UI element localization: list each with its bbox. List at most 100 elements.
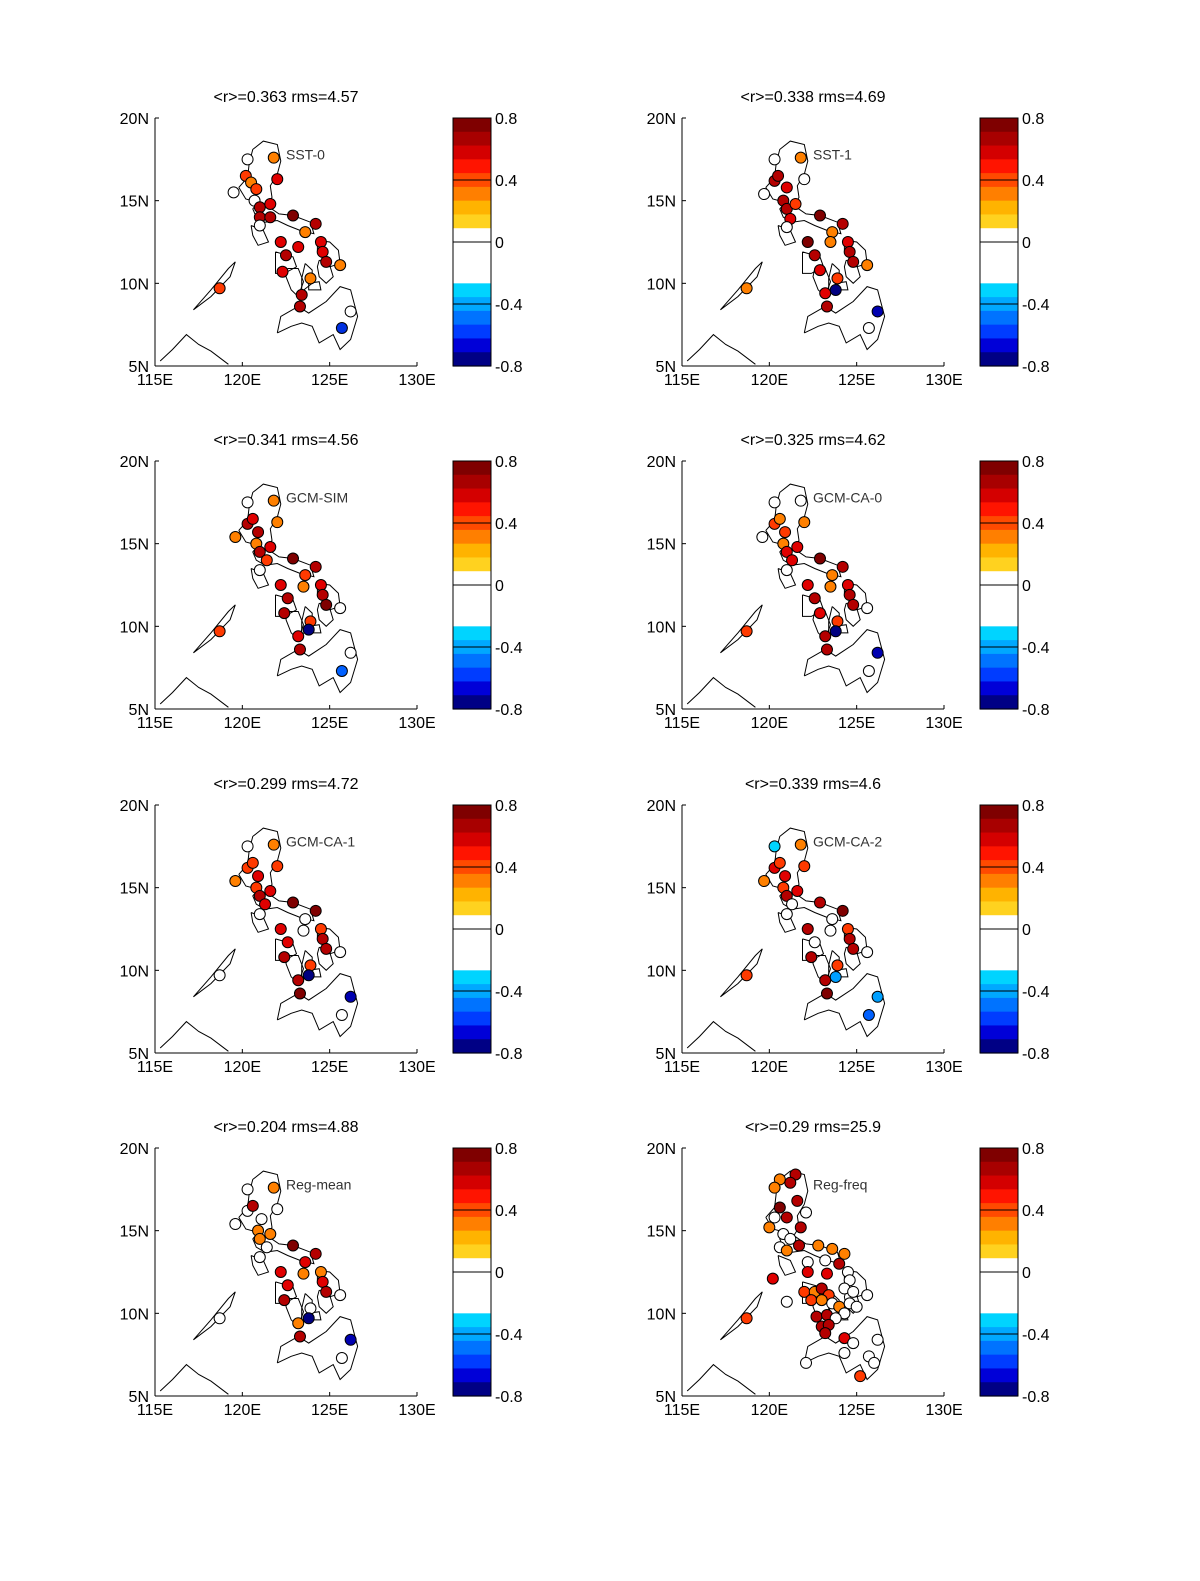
station-marker [758,188,771,201]
y-tick-label: 15N [120,537,149,554]
colorbar-tick-label: 0.4 [495,860,517,877]
colorbar-swatch [980,228,1018,243]
y-tick-label: 20N [647,111,676,128]
station-marker [831,615,844,628]
colorbar: 0.8 0.4 0 -0.4 -0.8 [979,111,1050,376]
station-marker [295,288,308,301]
station-marker [779,526,792,539]
y-tick-label: 5N [129,1046,149,1063]
station-marker [281,1279,294,1292]
colorbar: 0.8 0.4 0 -0.4 -0.8 [452,454,523,719]
station-marker [253,219,266,232]
colorbar-swatch [453,873,491,889]
colorbar-swatch [980,942,1018,958]
colorbar-swatch [453,1216,491,1232]
colorbar-swatch [980,488,1018,503]
station-marker [267,838,280,851]
coastline-palawan [720,948,763,998]
colorbar-tick-label: 0.8 [495,454,517,471]
station-marker [253,545,266,558]
colorbar-swatch [980,1230,1018,1246]
station-marker [274,1266,287,1278]
station-marker [271,860,284,873]
x-tick-label: 130E [925,372,962,389]
colorbar-tick-label: -0.8 [1022,1389,1050,1406]
colorbar: 0.8 0.4 0 -0.4 -0.8 [979,798,1050,1063]
station-marker [794,1221,807,1234]
station-marker [314,236,327,248]
x-tick-label: 120E [751,1059,788,1076]
station-marker [320,942,333,955]
panel-title: <r>=0.363 rms=4.57 [214,89,359,106]
station-marker [772,169,785,182]
colorbar-swatch [980,695,1018,710]
station-marker [280,249,292,262]
colorbar-swatch [453,242,491,257]
colorbar-tick-label: -0.8 [1022,702,1050,719]
station-marker [229,531,242,544]
colorbar-swatch [980,612,1018,627]
station-marker [819,1254,832,1267]
colorbar-swatch [980,214,1018,229]
station-marker [297,924,310,937]
station-marker [227,186,240,199]
colorbar-swatch [453,324,491,340]
colorbar-swatch [980,1258,1018,1273]
colorbar-swatch [980,283,1018,298]
coastline-mindoro [777,1255,797,1276]
y-tick-label: 20N [647,1141,676,1158]
colorbar-swatch [453,338,491,353]
y-tick-label: 20N [647,798,676,815]
colorbar-tick-label: -0.8 [495,702,523,719]
coastline-palawan [720,261,763,311]
station-marker [810,1310,823,1323]
station-marker [820,987,833,1000]
station-marker [309,560,322,573]
y-tick-label: 20N [120,1141,149,1158]
station-marker [824,924,837,937]
colorbar-tick-label: 0.8 [495,1141,517,1158]
colorbar: 0.8 0.4 0 -0.4 -0.8 [452,111,523,376]
station-marker [241,840,254,853]
colorbar-swatch [453,159,491,174]
colorbar-swatch [453,118,491,133]
model-label: SST-1 [813,146,852,162]
colorbar-swatch [453,352,491,367]
colorbar-tick-label: 0 [1022,1265,1031,1282]
station-marker [271,173,284,186]
colorbar-tick-label: 0 [495,578,504,595]
model-label: GCM-CA-0 [813,489,882,505]
colorbar-swatch [453,186,491,202]
station-marker [278,951,291,964]
station-marker [278,607,291,620]
y-tick-label: 15N [647,881,676,898]
colorbar-swatch [980,1368,1018,1383]
colorbar-swatch [453,1313,491,1328]
colorbar-swatch [453,269,491,284]
colorbar-swatch [453,956,491,971]
x-tick-label: 130E [925,1059,962,1076]
station-marker [791,540,804,553]
coastline-borneo [686,676,756,708]
station-marker [793,1239,806,1252]
station-marker [246,856,259,869]
colorbar-swatch [453,1230,491,1246]
station-marker [791,1194,804,1207]
station-marker [861,946,874,959]
station-marker [299,1256,312,1269]
station-marker [213,969,226,982]
station-marker [841,236,854,248]
station-marker [213,625,226,638]
colorbar-swatch [453,461,491,476]
colorbar-swatch [453,681,491,696]
colorbar-swatch [980,338,1018,353]
colorbar-swatch [453,695,491,710]
colorbar-tick-label: 0.8 [495,111,517,128]
colorbar-swatch [980,667,1018,683]
y-tick-label: 20N [120,454,149,471]
y-tick-label: 5N [129,702,149,719]
colorbar-swatch [980,200,1018,216]
x-tick-label: 120E [224,372,261,389]
